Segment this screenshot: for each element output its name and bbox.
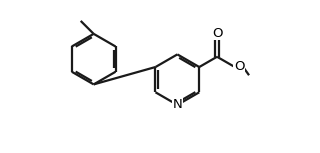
- Text: O: O: [212, 27, 222, 40]
- Text: N: N: [172, 98, 182, 111]
- Text: O: O: [234, 60, 244, 73]
